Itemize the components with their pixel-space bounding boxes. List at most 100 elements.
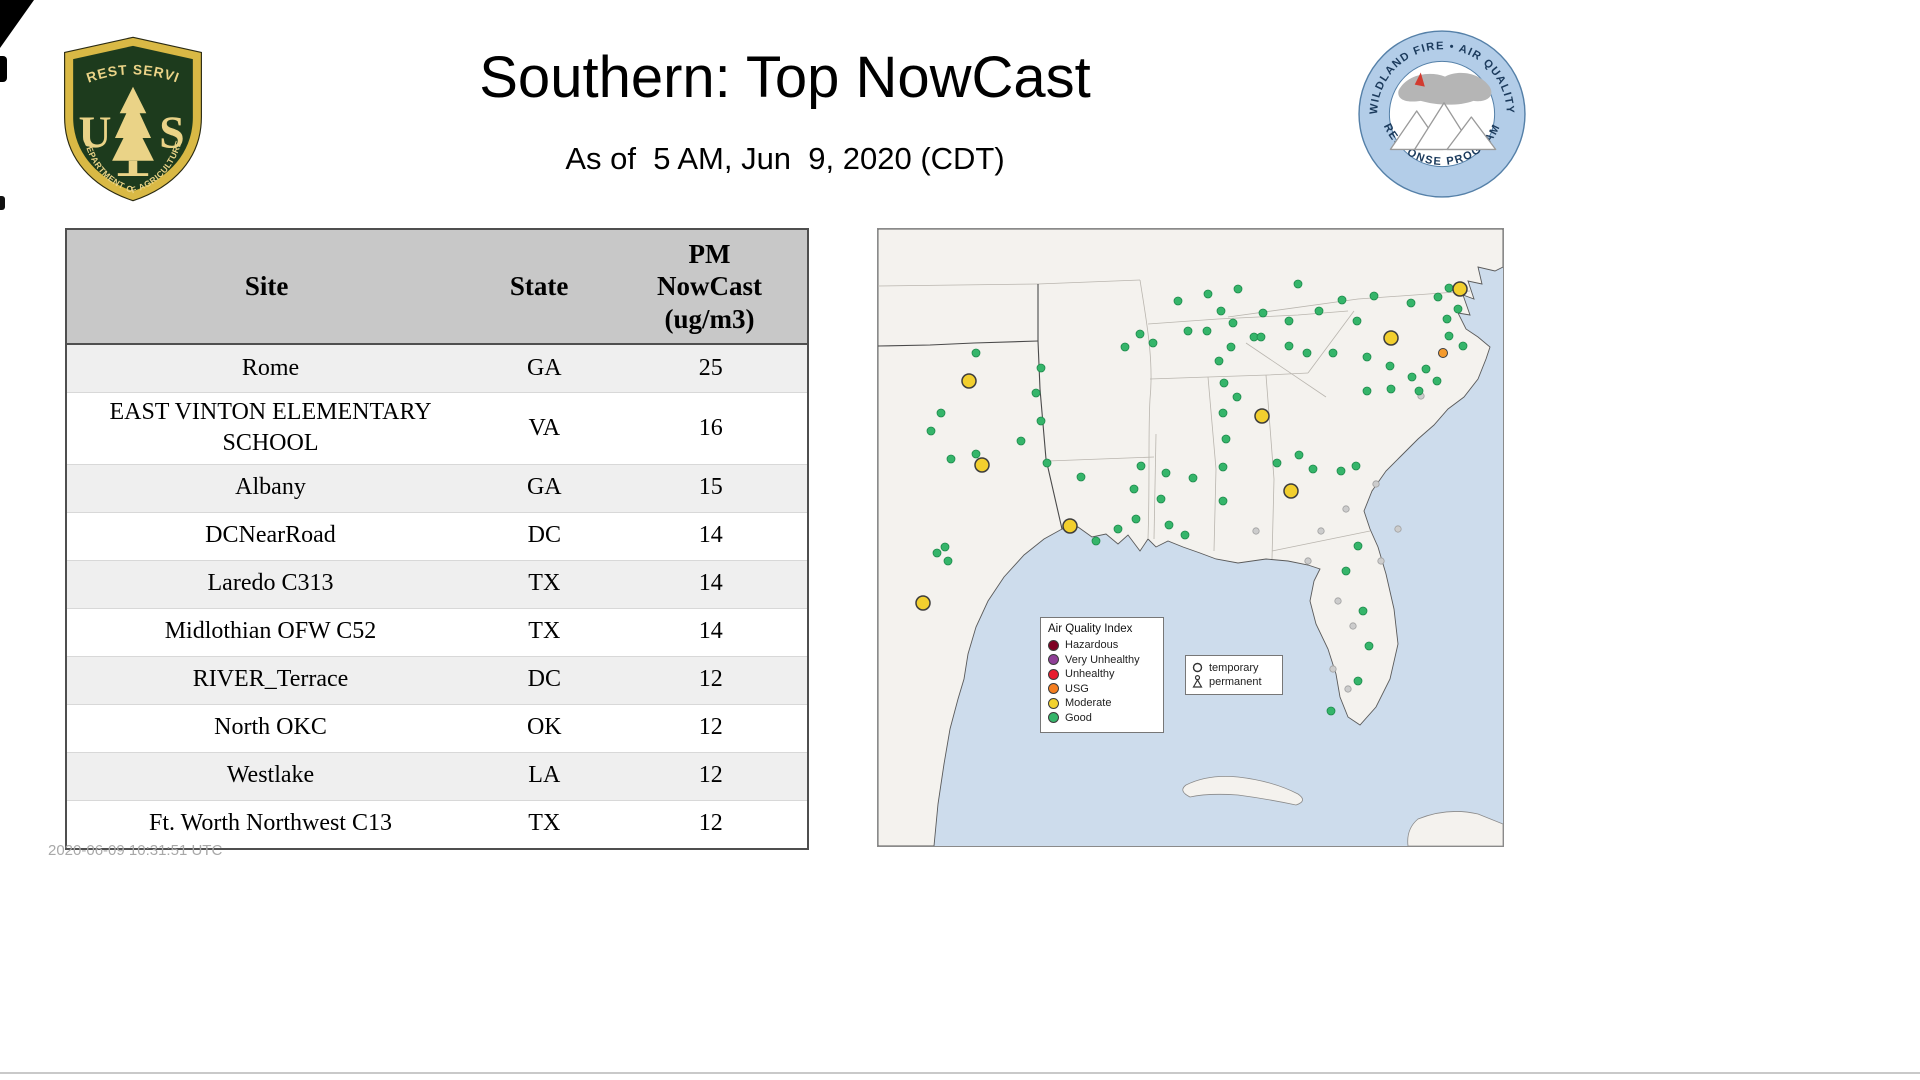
good-site-dot — [1432, 376, 1442, 386]
good-site-dot — [936, 408, 946, 418]
good-site-dot — [971, 449, 981, 459]
good-site-dot — [1148, 338, 1158, 348]
good-site-dot — [1444, 283, 1454, 293]
moderate-site-dot — [1452, 281, 1468, 297]
cell-site: Albany — [235, 474, 306, 501]
cell-state: TX — [528, 570, 561, 597]
svg-text:U: U — [79, 107, 112, 158]
table-header-row: Site State PM NowCast (ug/m3) — [67, 230, 807, 346]
good-site-dot — [1302, 348, 1312, 358]
good-site-dot — [1173, 296, 1183, 306]
usfs-shield-icon: FOREST SERVICE U S DEPARTMENT OF AGRICUL… — [51, 22, 202, 202]
good-site-dot — [1203, 289, 1213, 299]
good-site-dot — [932, 548, 942, 558]
cell-pm: 14 — [698, 522, 723, 549]
good-site-dot — [1308, 464, 1318, 474]
cell-state: DC — [527, 522, 561, 549]
good-site-dot — [926, 426, 936, 436]
wfaqrp-logo: WILDLAND FIRE • AIR QUALITY RESPONSE PRO… — [1356, 28, 1528, 205]
scan-artifact-corner — [0, 0, 34, 48]
good-site-dot — [1353, 541, 1363, 551]
mountains-icon — [1389, 102, 1497, 151]
good-site-dot — [1113, 524, 1123, 534]
aqi-swatch-icon — [1048, 712, 1059, 723]
cell-pm: 12 — [698, 714, 723, 741]
inactive-site-dot — [1329, 665, 1337, 673]
good-site-dot — [1352, 316, 1362, 326]
aqi-legend-label: Moderate — [1065, 697, 1112, 709]
good-site-dot — [1221, 434, 1231, 444]
cell-state: VA — [528, 414, 561, 441]
table-body: Rome GA 25 EAST VINTON ELEMENTARY SCHOOL… — [67, 345, 807, 847]
aqi-legend-items: Hazardous Very Unhealthy Unhealthy USG Moder… — [1048, 639, 1156, 724]
aqi-legend-label: Unhealthy — [1065, 668, 1115, 680]
aqi-swatch-icon — [1048, 639, 1059, 651]
good-site-dot — [1353, 676, 1363, 686]
cell-state: DC — [527, 666, 561, 693]
aqi-legend-label: Good — [1065, 711, 1092, 724]
col-header-state: State — [509, 271, 569, 302]
good-site-dot — [1183, 326, 1193, 336]
usg-site-dot — [1438, 348, 1448, 358]
cell-pm: 14 — [698, 570, 723, 597]
good-site-dot — [1188, 473, 1198, 483]
aqi-swatch-icon — [1048, 683, 1059, 694]
good-site-dot — [971, 348, 981, 358]
legend-row-temporary: temporary — [1192, 662, 1276, 674]
good-site-dot — [1161, 468, 1171, 478]
good-site-dot — [1226, 342, 1236, 352]
good-site-dot — [1433, 292, 1443, 302]
good-site-dot — [1351, 461, 1361, 471]
good-site-dot — [1214, 356, 1224, 366]
monitor-type-legend: temporary permanent — [1185, 655, 1283, 695]
good-site-dot — [1218, 462, 1228, 472]
state-borders-light — [878, 279, 1471, 560]
good-site-dot — [1364, 641, 1374, 651]
good-site-dot — [1202, 326, 1212, 336]
aqi-swatch-icon — [1048, 654, 1059, 665]
good-site-dot — [1272, 458, 1282, 468]
cell-site: DCNearRoad — [205, 522, 336, 549]
cell-site: Rome — [241, 355, 300, 382]
cell-state: OK — [526, 714, 562, 741]
good-site-dot — [1358, 606, 1368, 616]
table-row: North OKC OK 12 — [67, 705, 807, 753]
good-site-dot — [1218, 496, 1228, 506]
good-site-dot — [1164, 520, 1174, 530]
good-site-dot — [1016, 436, 1026, 446]
good-site-dot — [1036, 416, 1046, 426]
good-site-dot — [1414, 386, 1424, 396]
inactive-site-dot — [1304, 557, 1312, 565]
inactive-site-dot — [1252, 527, 1260, 535]
title-block: Southern: Top NowCast As of 5 AM, Jun 9,… — [190, 44, 1380, 177]
good-site-dot — [1233, 284, 1243, 294]
cell-site: Westlake — [226, 762, 315, 789]
good-sites-layer — [926, 279, 1468, 716]
usfs-logo: FOREST SERVICE U S DEPARTMENT OF AGRICUL… — [51, 22, 209, 211]
inactive-site-dot — [1334, 597, 1342, 605]
generated-timestamp: 2020-06-09 10:31:51 UTC — [48, 842, 223, 859]
cell-state: TX — [528, 810, 561, 837]
aqi-legend-label: USG — [1065, 682, 1089, 695]
good-site-dot — [1385, 361, 1395, 371]
inactive-site-dot — [1317, 527, 1325, 535]
aqi-swatch-icon — [1048, 697, 1059, 709]
good-site-dot — [1219, 378, 1229, 388]
page-bottom-rule — [0, 1072, 1920, 1074]
map-svg — [878, 229, 1503, 846]
aqi-legend-item: Very Unhealthy — [1048, 654, 1156, 666]
table-row: Midlothian OFW C52 TX 14 — [67, 609, 807, 657]
moderate-site-dot — [1062, 518, 1078, 534]
moderate-site-dot — [1254, 408, 1270, 424]
good-site-dot — [1228, 318, 1238, 328]
good-site-dot — [1453, 304, 1463, 314]
good-site-dot — [1336, 466, 1346, 476]
cell-pm: 12 — [698, 810, 723, 837]
good-site-dot — [1293, 279, 1303, 289]
good-site-dot — [1135, 329, 1145, 339]
island-cuba — [1182, 775, 1303, 806]
good-site-dot — [946, 454, 956, 464]
inactive-site-dot — [1394, 525, 1402, 533]
good-site-dot — [1076, 472, 1086, 482]
